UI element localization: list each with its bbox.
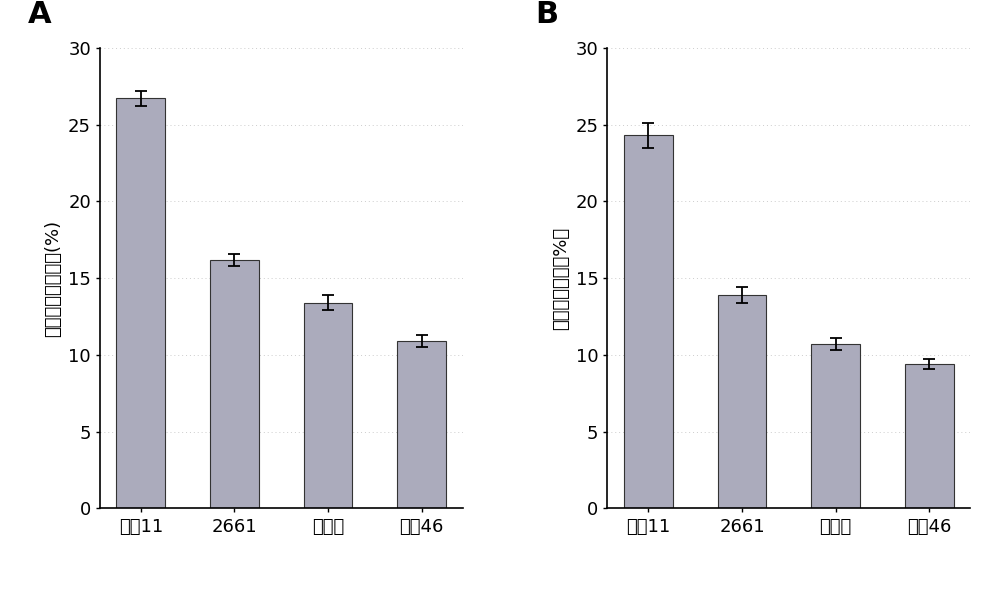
Bar — [811, 344, 860, 508]
Text: B: B — [535, 1, 558, 29]
Y-axis label: 表观直链淠粉含量(%): 表观直链淠粉含量(%) — [44, 219, 62, 337]
Bar — [905, 364, 954, 508]
Bar — [210, 260, 259, 508]
Bar — [718, 295, 766, 508]
Y-axis label: 直链淠粉含量（%）: 直链淠粉含量（%） — [552, 227, 570, 329]
Bar — [116, 99, 165, 508]
Bar — [624, 135, 673, 508]
Text: A: A — [28, 1, 51, 29]
Bar — [397, 341, 446, 508]
Bar — [304, 303, 352, 508]
